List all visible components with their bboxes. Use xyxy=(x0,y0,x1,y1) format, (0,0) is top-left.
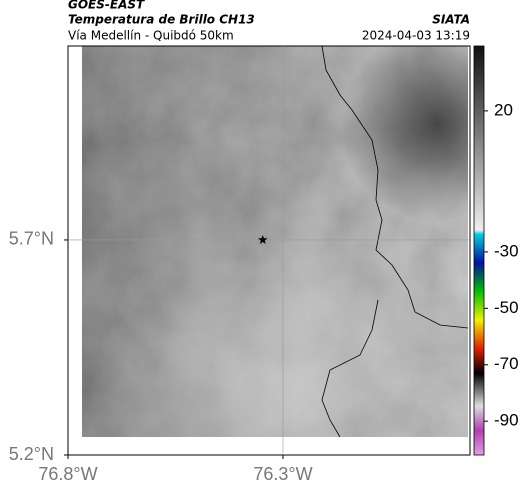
colorbar-tick-label: -50 xyxy=(494,298,519,317)
satellite: GOES-EAST xyxy=(68,0,145,12)
source: SIATA xyxy=(432,13,470,27)
location-marker xyxy=(258,235,268,244)
colorbar-tick-label: -30 xyxy=(494,241,519,260)
x-tick-label: 76.8°W xyxy=(38,464,97,484)
y-tick-label: 5.2°N xyxy=(9,444,54,464)
satellite-image xyxy=(82,46,468,437)
colorbar-tick-label: 20 xyxy=(494,100,513,119)
y-tick-label: 5.7°N xyxy=(9,229,54,249)
border-line xyxy=(321,45,469,438)
map-frame xyxy=(67,45,471,456)
route: Vía Medellín - Quibdó 50km xyxy=(68,29,234,43)
product: Temperatura de Brillo CH13 xyxy=(68,13,255,27)
colorbar-tick-label: -70 xyxy=(494,354,519,373)
colorbar xyxy=(473,45,485,456)
x-tick-label: 76.3°W xyxy=(253,464,312,484)
colorbar-tick-label: -90 xyxy=(494,411,519,430)
timestamp: 2024-04-03 13:19 xyxy=(362,29,470,43)
